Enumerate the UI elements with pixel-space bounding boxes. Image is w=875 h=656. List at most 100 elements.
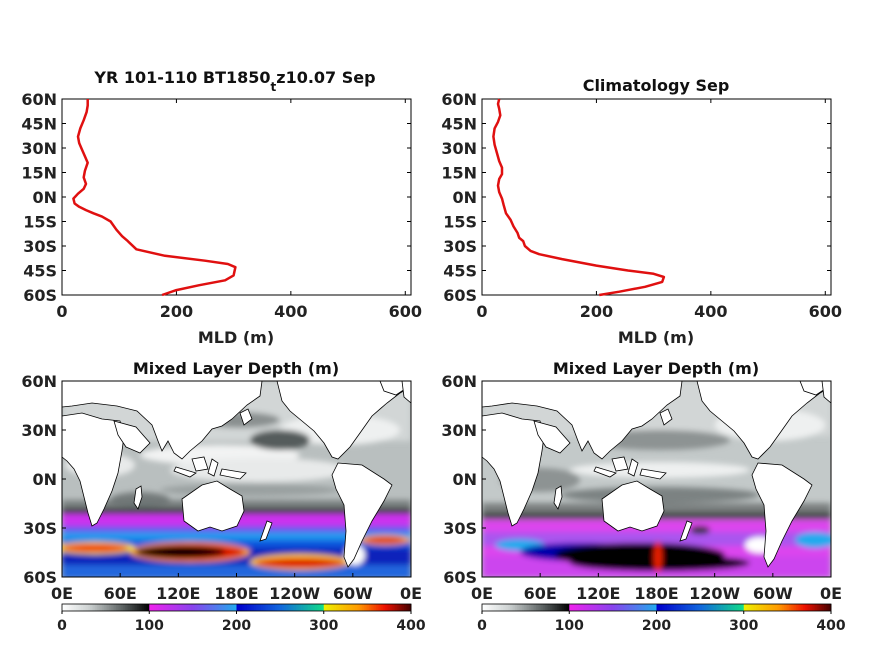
colorbar-segment: [635, 604, 638, 611]
colorbar-segment: [390, 604, 393, 611]
colorbar-segment: [255, 604, 258, 611]
colorbar-segment: [728, 604, 731, 611]
colorbar-segment: [110, 604, 114, 611]
x-tick-label: 600: [389, 302, 422, 321]
colorbar-segment: [135, 604, 138, 611]
colorbar-segment: [192, 604, 196, 611]
colorbar-segment: [126, 604, 129, 611]
colorbar-segment: [374, 604, 377, 611]
colorbar-segment: [487, 604, 490, 611]
colorbar-segment: [689, 604, 692, 611]
colorbar-segment: [576, 604, 579, 611]
lat-tick-label: 60N: [21, 372, 57, 391]
colorbar-segment: [215, 604, 218, 611]
lon-tick-label: 120W: [269, 584, 320, 603]
colorbar-segment: [121, 604, 124, 611]
colorbar-segment: [494, 604, 497, 611]
colorbar-segment: [764, 604, 767, 611]
colorbar-segment: [306, 604, 309, 611]
colorbar-segment: [260, 604, 264, 611]
colorbar-segment: [184, 604, 187, 611]
colorbar-segment: [586, 604, 589, 611]
colorbar-segment: [803, 604, 806, 611]
colorbar-segment: [666, 604, 670, 611]
colorbar-segment: [588, 604, 591, 611]
colorbar-segment: [488, 604, 492, 611]
colorbar-segment: [217, 604, 220, 611]
colorbar-segment: [740, 604, 743, 611]
colorbar-segment: [81, 604, 84, 611]
profile-plot-climatology-axes: [481, 98, 832, 296]
colorbar-segment: [621, 604, 624, 611]
colorbar-segment: [714, 604, 717, 611]
colorbar-segment: [266, 604, 269, 611]
colorbar-segment: [187, 604, 190, 611]
lat-tick-label: 60N: [441, 372, 477, 391]
colorbar-segment: [560, 604, 563, 611]
lon-tick-label: 60W: [333, 584, 373, 603]
colorbar-segment: [334, 604, 337, 611]
colorbar-segment: [201, 604, 204, 611]
colorbar-segment: [198, 604, 201, 611]
colorbar-segment: [750, 604, 753, 611]
colorbar-segment: [236, 604, 239, 611]
lat-tick-label: 0N: [452, 470, 477, 489]
colorbar-segment: [320, 604, 323, 611]
colorbar-segment: [768, 604, 771, 611]
lon-tick-label: 60W: [753, 584, 793, 603]
colorbar-segment: [569, 604, 572, 611]
colorbar-segment: [804, 604, 807, 611]
colorbar-segment: [572, 604, 575, 611]
colorbar-segment: [337, 604, 340, 611]
colorbar-segment: [332, 604, 335, 611]
mld-map-climatology: Mixed Layer Depth (m): [441, 359, 846, 634]
colorbar-segment: [497, 604, 500, 611]
colorbar-segment: [564, 604, 567, 611]
colorbar-segment: [386, 604, 389, 611]
colorbar-segment: [818, 604, 821, 611]
colorbar-segment: [590, 604, 593, 611]
colorbar-segment: [607, 604, 610, 611]
colorbar-segment: [309, 604, 312, 611]
colorbar-segment: [529, 604, 532, 611]
colorbar-segment: [598, 604, 602, 611]
lon-tick-label: 120W: [689, 584, 740, 603]
colorbar-segment: [131, 604, 134, 611]
colorbar-segment: [316, 604, 319, 611]
colorbar-segment: [628, 604, 631, 611]
colorbar-segment: [604, 604, 607, 611]
colorbar-segment: [672, 604, 675, 611]
colorbar-segment: [341, 604, 344, 611]
x-tick-label: 400: [694, 302, 727, 321]
colorbar-segment: [525, 604, 528, 611]
colorbar-segment: [670, 604, 673, 611]
colorbar-segment: [123, 604, 126, 611]
colorbar-segment: [318, 604, 321, 611]
colorbar-segment: [541, 604, 544, 611]
colorbar-segment: [250, 604, 253, 611]
colorbar-segment: [109, 604, 112, 611]
colorbar-segment: [654, 604, 657, 611]
colorbar-segment: [738, 604, 741, 611]
colorbar-segment: [304, 604, 307, 611]
colorbar-segment: [177, 604, 180, 611]
colorbar-segment: [583, 604, 586, 611]
colorbar-segment: [151, 604, 154, 611]
colorbar-segment: [91, 604, 94, 611]
colorbar-segment: [712, 604, 715, 611]
colorbar-segment: [93, 604, 96, 611]
colorbar-segment: [379, 604, 382, 611]
colorbar-segment: [639, 604, 642, 611]
colorbar-segment: [482, 604, 485, 611]
colorbar-segment: [780, 604, 783, 611]
colorbar-segment: [89, 604, 93, 611]
colorbar-segment: [170, 604, 173, 611]
colorbar-segment: [593, 604, 596, 611]
colorbar-segment: [299, 604, 302, 611]
colorbar-segment: [335, 604, 339, 611]
colorbar-segment: [646, 604, 649, 611]
colorbar-segment: [124, 604, 127, 611]
colorbar-segment: [233, 604, 236, 611]
colorbar-segment: [349, 604, 353, 611]
